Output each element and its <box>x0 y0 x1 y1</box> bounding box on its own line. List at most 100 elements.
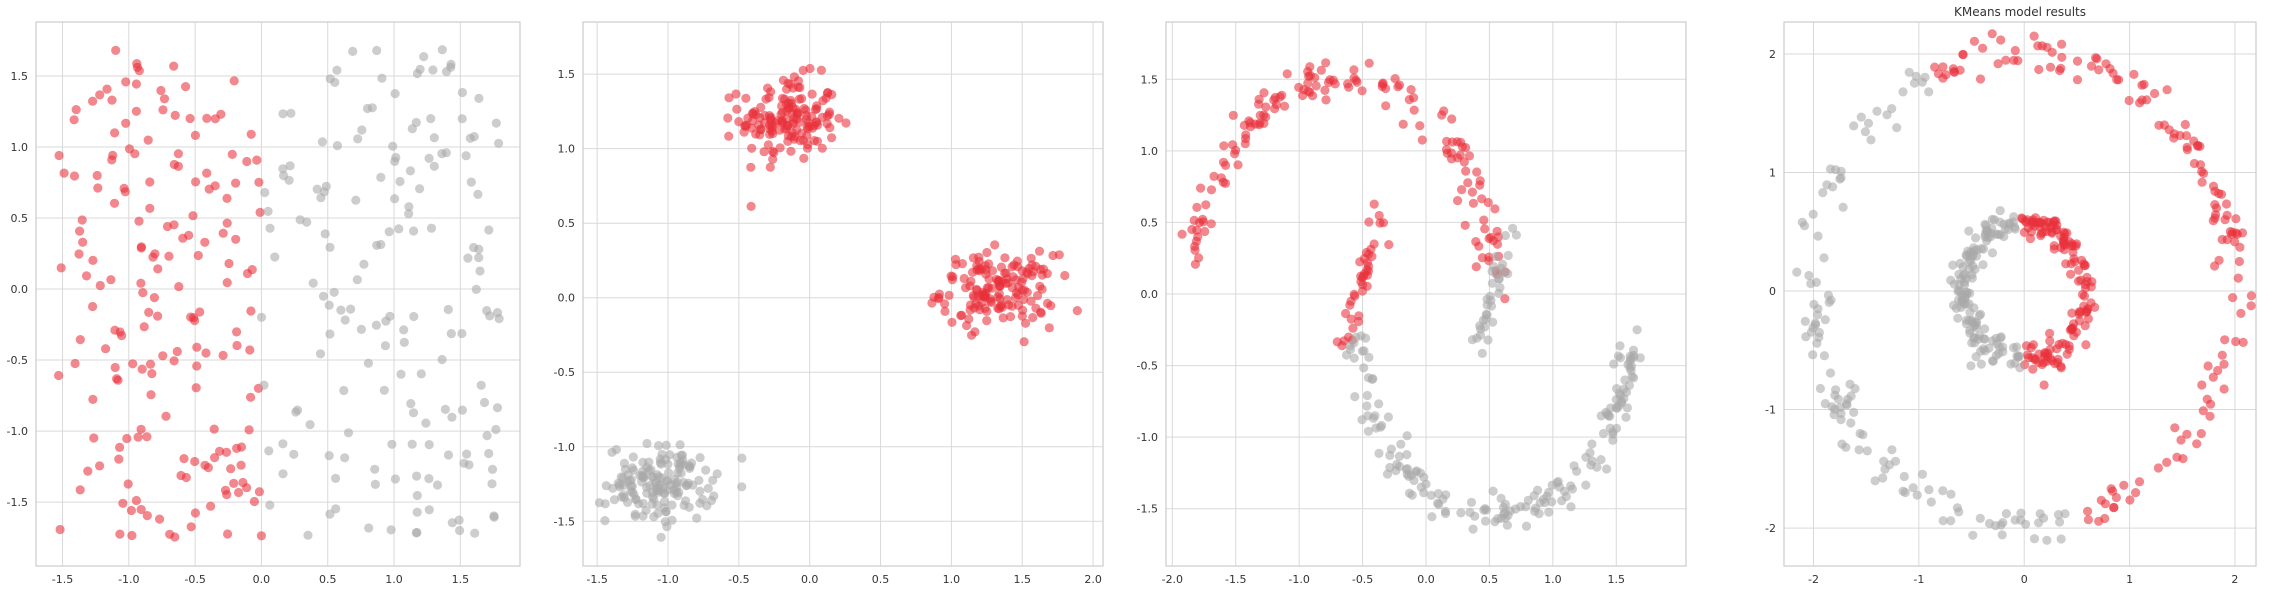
scatter-point-cluster-0 <box>1354 317 1364 327</box>
scatter-point-cluster-0 <box>799 103 809 114</box>
scatter-point-cluster-0 <box>2059 236 2069 246</box>
scatter-point-cluster-0 <box>102 84 112 94</box>
scatter-point-cluster-0 <box>2228 293 2238 303</box>
scatter-point-cluster-0 <box>957 310 967 320</box>
y-tick-label: -0.5 <box>7 354 28 367</box>
scatter-point-cluster-0 <box>1228 140 1238 150</box>
scatter-point-cluster-1 <box>259 380 269 390</box>
scatter-point-cluster-0 <box>172 346 182 357</box>
scatter-point-cluster-0 <box>2066 259 2076 269</box>
scatter-point-cluster-0 <box>751 110 761 120</box>
scatter-point-cluster-0 <box>106 275 116 285</box>
scatter-point-cluster-0 <box>2129 69 2139 79</box>
scatter-point-cluster-1 <box>437 354 447 365</box>
scatter-point-cluster-0 <box>969 292 979 302</box>
scatter-point-cluster-1 <box>1966 361 1976 371</box>
scatter-point-cluster-1 <box>1377 420 1387 431</box>
scatter-point-cluster-1 <box>447 412 457 422</box>
scatter-point-cluster-1 <box>1976 346 1986 356</box>
scatter-point-cluster-1 <box>409 226 419 236</box>
scatter-point-cluster-0 <box>249 496 259 507</box>
scatter-point-cluster-0 <box>1492 226 1502 236</box>
scatter-point-cluster-0 <box>245 345 255 355</box>
scatter-point-cluster-0 <box>724 131 734 141</box>
scatter-point-cluster-1 <box>1456 508 1466 518</box>
scatter-point-cluster-1 <box>441 67 452 77</box>
scatter-point-cluster-1 <box>424 505 434 515</box>
scatter-point-cluster-1 <box>1974 310 1984 321</box>
scatter-point-cluster-1 <box>1470 511 1480 521</box>
scatter-point-cluster-1 <box>415 64 425 74</box>
scatter-point-cluster-1 <box>1614 388 1624 398</box>
scatter-point-cluster-0 <box>759 147 769 157</box>
scatter-point-cluster-0 <box>982 316 992 326</box>
scatter-point-cluster-0 <box>1201 200 1211 210</box>
scatter-point-cluster-1 <box>1487 278 1497 288</box>
scatter-point-cluster-0 <box>1461 166 1471 176</box>
scatter-point-cluster-1 <box>462 449 472 459</box>
scatter-point-cluster-0 <box>138 288 148 298</box>
scatter-point-cluster-0 <box>961 283 971 293</box>
scatter-point-cluster-0 <box>147 369 157 379</box>
scatter-point-cluster-0 <box>2034 64 2044 75</box>
scatter-point-cluster-0 <box>802 122 812 132</box>
scatter-point-cluster-0 <box>88 255 98 265</box>
scatter-point-cluster-1 <box>653 508 663 518</box>
scatter-point-cluster-1 <box>339 385 349 396</box>
scatter-point-cluster-0 <box>2077 255 2087 265</box>
scatter-point-cluster-1 <box>278 164 288 174</box>
scatter-point-cluster-1 <box>446 59 456 69</box>
scatter-point-cluster-0 <box>2180 119 2190 130</box>
scatter-point-cluster-1 <box>1837 439 1847 449</box>
scatter-point-cluster-0 <box>224 258 234 269</box>
scatter-point-cluster-0 <box>944 290 954 300</box>
scatter-point-cluster-0 <box>797 128 807 138</box>
scatter-point-cluster-0 <box>1359 254 1369 264</box>
scatter-point-cluster-0 <box>768 146 778 156</box>
scatter-point-cluster-0 <box>724 93 734 103</box>
scatter-point-cluster-0 <box>783 78 793 88</box>
scatter-point-cluster-0 <box>158 105 168 115</box>
scatter-point-cluster-1 <box>476 380 486 390</box>
scatter-point-cluster-0 <box>1218 157 1229 167</box>
scatter-point-cluster-0 <box>2203 361 2213 371</box>
scatter-point-cluster-0 <box>1007 301 1017 311</box>
scatter-point-cluster-0 <box>1019 337 1029 347</box>
scatter-point-cluster-1 <box>260 187 270 198</box>
scatter-point-cluster-0 <box>1320 85 1330 95</box>
scatter-point-cluster-0 <box>2219 359 2229 369</box>
scatter-point-cluster-1 <box>377 73 387 83</box>
scatter-point-cluster-0 <box>1196 183 1206 193</box>
scatter-point-cluster-0 <box>232 327 242 337</box>
scatter-point-cluster-1 <box>357 125 367 135</box>
scatter-point-cluster-0 <box>1464 151 1475 161</box>
scatter-point-cluster-0 <box>2210 200 2220 210</box>
scatter-point-cluster-1 <box>1503 250 1513 261</box>
scatter-point-cluster-0 <box>221 447 232 457</box>
scatter-point-cluster-1 <box>1486 301 1497 311</box>
scatter-point-cluster-0 <box>191 177 201 187</box>
scatter-point-cluster-1 <box>1544 507 1554 517</box>
scatter-point-cluster-0 <box>998 313 1008 323</box>
scatter-point-cluster-1 <box>1615 353 1625 363</box>
scatter-point-cluster-1 <box>1426 490 1436 500</box>
scatter-point-cluster-0 <box>222 218 232 228</box>
scatter-point-cluster-0 <box>1459 157 1469 167</box>
scatter-point-cluster-1 <box>494 138 504 148</box>
scatter-point-cluster-1 <box>285 161 295 171</box>
scatter-point-cluster-0 <box>202 113 212 123</box>
x-tick-label: 0.0 <box>801 573 819 586</box>
scatter-point-cluster-0 <box>2131 488 2141 498</box>
scatter-point-cluster-0 <box>1343 79 1353 89</box>
scatter-point-cluster-1 <box>482 306 492 316</box>
scatter-point-cluster-0 <box>54 150 64 161</box>
scatter-point-cluster-0 <box>150 249 160 259</box>
scatter-point-cluster-0 <box>231 178 241 188</box>
scatter-panel-4: -2 -1 0 1 2 -2 -1 0 1 2 KMeans model results <box>1765 5 2257 586</box>
scatter-point-cluster-0 <box>2214 188 2224 199</box>
scatter-point-cluster-0 <box>2083 314 2093 324</box>
scatter-point-cluster-0 <box>834 113 844 123</box>
scatter-point-cluster-1 <box>1500 230 1510 241</box>
scatter-point-cluster-1 <box>1632 325 1642 335</box>
scatter-point-cluster-1 <box>426 223 437 233</box>
